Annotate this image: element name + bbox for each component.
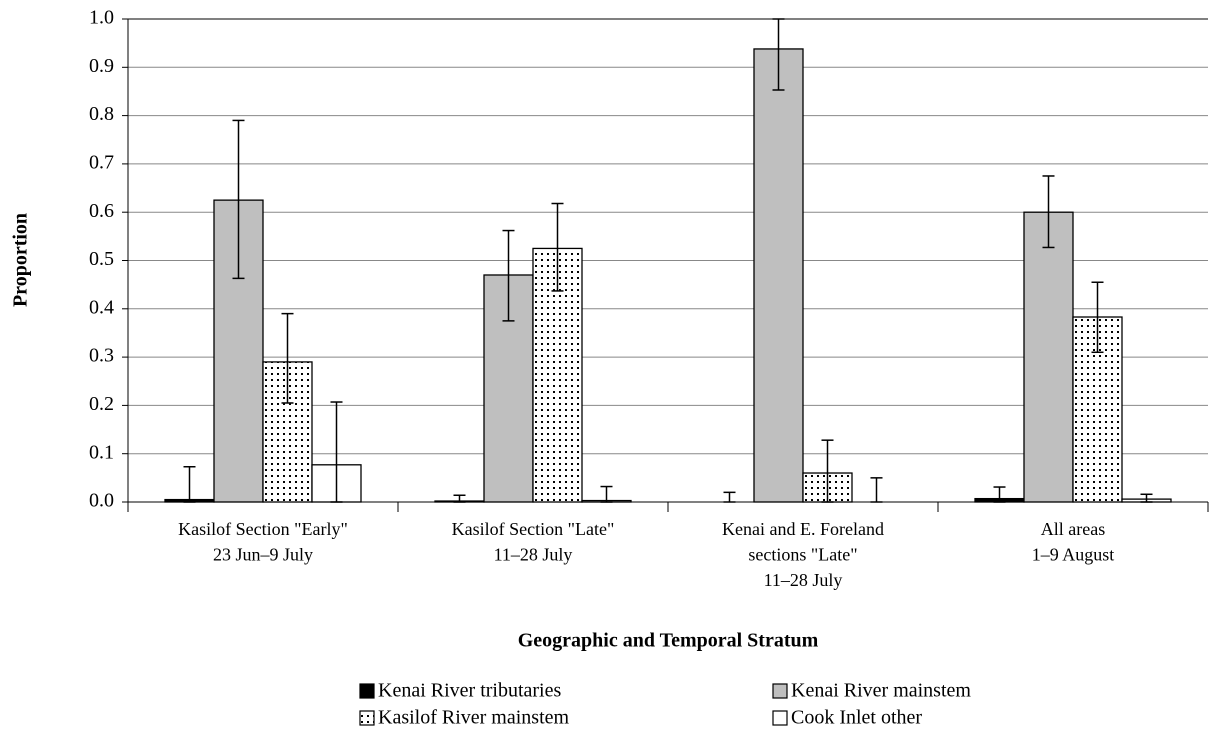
y-tick-label: 1.0 (89, 7, 114, 29)
legend-label: Kasilof River mainstem (378, 707, 570, 729)
y-tick-label: 0.6 (89, 200, 114, 222)
y-tick-label: 0.1 (89, 441, 114, 463)
x-tick-label: Kenai and E. Foreland (722, 519, 884, 539)
y-tick-label: 0.3 (89, 345, 114, 367)
x-tick-label: sections "Late" (748, 545, 857, 565)
x-tick-label: 11–28 July (764, 570, 843, 590)
legend-swatch (359, 683, 375, 699)
x-tick-label: 11–28 July (494, 545, 573, 565)
bar (753, 48, 804, 503)
y-tick-label: 0.7 (89, 151, 114, 173)
legend-swatch (772, 710, 788, 726)
y-tick-label: 0.2 (89, 393, 114, 415)
legend-swatch (772, 683, 788, 699)
y-tick-label: 0.0 (89, 490, 114, 512)
x-axis-title: Geographic and Temporal Stratum (518, 630, 819, 652)
legend-label: Kenai River mainstem (791, 680, 971, 702)
y-tick-label: 0.9 (89, 55, 114, 77)
x-tick-label: 1–9 August (1032, 545, 1115, 565)
x-tick-label: All areas (1041, 519, 1105, 539)
legend-swatch (359, 710, 375, 726)
y-tick-label: 0.8 (89, 103, 114, 125)
x-tick-label: 23 Jun–9 July (213, 545, 313, 565)
x-tick-label: Kasilof Section "Late" (452, 519, 615, 539)
y-axis-title: Proportion (10, 213, 32, 307)
y-tick-label: 0.5 (89, 248, 114, 270)
legend-label: Kenai River tributaries (378, 680, 561, 702)
legend-label: Cook Inlet other (791, 707, 922, 729)
x-tick-label: Kasilof Section "Early" (178, 519, 348, 539)
y-tick-label: 0.4 (89, 296, 114, 318)
bar (1023, 211, 1074, 503)
